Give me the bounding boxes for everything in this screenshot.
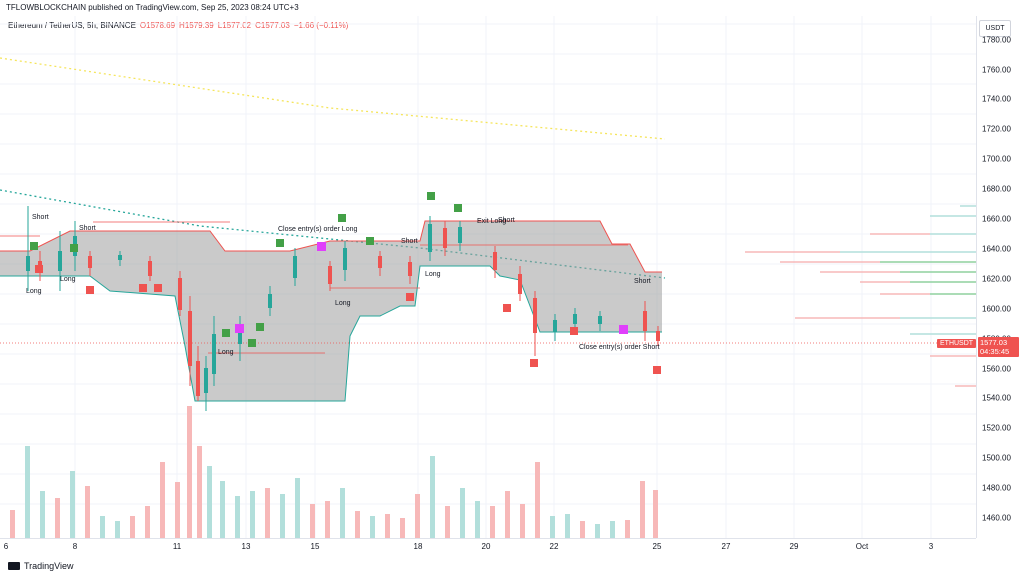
xtick: 29 (789, 542, 799, 551)
xtick: 6 (3, 542, 9, 551)
ytick: 1780.00 (982, 35, 1011, 45)
open-value: O1578.69 (139, 21, 176, 30)
ytick: 1660.00 (982, 214, 1011, 224)
time-axis[interactable] (0, 538, 976, 555)
publish-info: TFLOWBLOCKCHAIN published on TradingView… (6, 3, 299, 12)
label-short-1: Short (32, 214, 49, 221)
label-short-2: Short (79, 225, 96, 232)
price-axis[interactable] (976, 16, 1024, 538)
xtick: 20 (481, 542, 491, 551)
label-close-long: Close entry(s) order Long (278, 226, 358, 233)
bar-countdown: 04:35:45 (980, 347, 1010, 356)
currency-button[interactable]: USDT (979, 20, 1011, 37)
tradingview-icon (8, 562, 20, 570)
ma-teal (0, 189, 666, 279)
change-value: −1.66 (−0.11%) (293, 21, 349, 30)
xtick: 27 (721, 542, 731, 551)
xtick: 3 (928, 542, 934, 551)
xtick: 8 (72, 542, 78, 551)
xtick: 15 (310, 542, 320, 551)
level-lines (0, 221, 628, 354)
price-plot[interactable] (0, 16, 976, 538)
xtick: Oct (855, 542, 869, 551)
ytick: 1600.00 (982, 304, 1011, 314)
label-long-5: Long (218, 349, 234, 356)
ma-yellow (0, 57, 666, 140)
tradingview-logo[interactable]: TradingView (8, 561, 74, 571)
ytick: 1760.00 (982, 65, 1011, 75)
xtick: 22 (549, 542, 559, 551)
label-long-1: Long (26, 288, 42, 295)
symbol-tag: ETHUSDT (937, 339, 977, 348)
label-long-2: Long (60, 276, 76, 283)
current-price-box: 1577.03 04:35:45 (978, 337, 1019, 357)
ytick: 1640.00 (982, 244, 1011, 254)
xtick: 18 (413, 542, 423, 551)
label-exit-long: Exit Long (477, 218, 507, 225)
signal-markers (30, 192, 661, 374)
high-value: H1579.39 (179, 21, 214, 30)
channel-lower (0, 265, 662, 402)
channel-band (0, 221, 662, 401)
xtick: 11 (172, 542, 182, 551)
ytick: 1700.00 (982, 154, 1011, 164)
close-value: C1577.03 (255, 21, 290, 30)
current-price: 1577.03 (980, 338, 1008, 347)
ytick: 1560.00 (982, 364, 1011, 374)
ytick: 1720.00 (982, 124, 1011, 134)
ytick: 1740.00 (982, 94, 1011, 104)
footer: TradingView (0, 556, 1024, 576)
ytick: 1520.00 (982, 423, 1011, 433)
xtick: 25 (652, 542, 662, 551)
ytick: 1540.00 (982, 393, 1011, 403)
brand-name: TradingView (24, 561, 74, 571)
volume-profile (745, 205, 976, 387)
ytick: 1620.00 (982, 274, 1011, 284)
ytick: 1680.00 (982, 184, 1011, 194)
label-close-short: Close entry(s) order Short (579, 344, 660, 351)
label-long-3: Long (335, 300, 351, 307)
label-short-3: Short (401, 238, 418, 245)
label-short-4: Short (498, 217, 515, 224)
ytick: 1460.00 (982, 513, 1011, 523)
symbol-legend: Ethereum / TetherUS, 5h, BINANCE O1578.6… (8, 21, 348, 30)
label-long-4: Long (425, 271, 441, 278)
channel-upper (0, 220, 662, 273)
xtick: 13 (241, 542, 251, 551)
symbol-name: Ethereum / TetherUS, 5h, BINANCE (8, 21, 136, 30)
volume-bars (10, 406, 658, 538)
ytick: 1480.00 (982, 483, 1011, 493)
ytick: 1500.00 (982, 453, 1011, 463)
low-value: L1577.02 (217, 21, 252, 30)
label-short-5: Short (634, 278, 651, 285)
